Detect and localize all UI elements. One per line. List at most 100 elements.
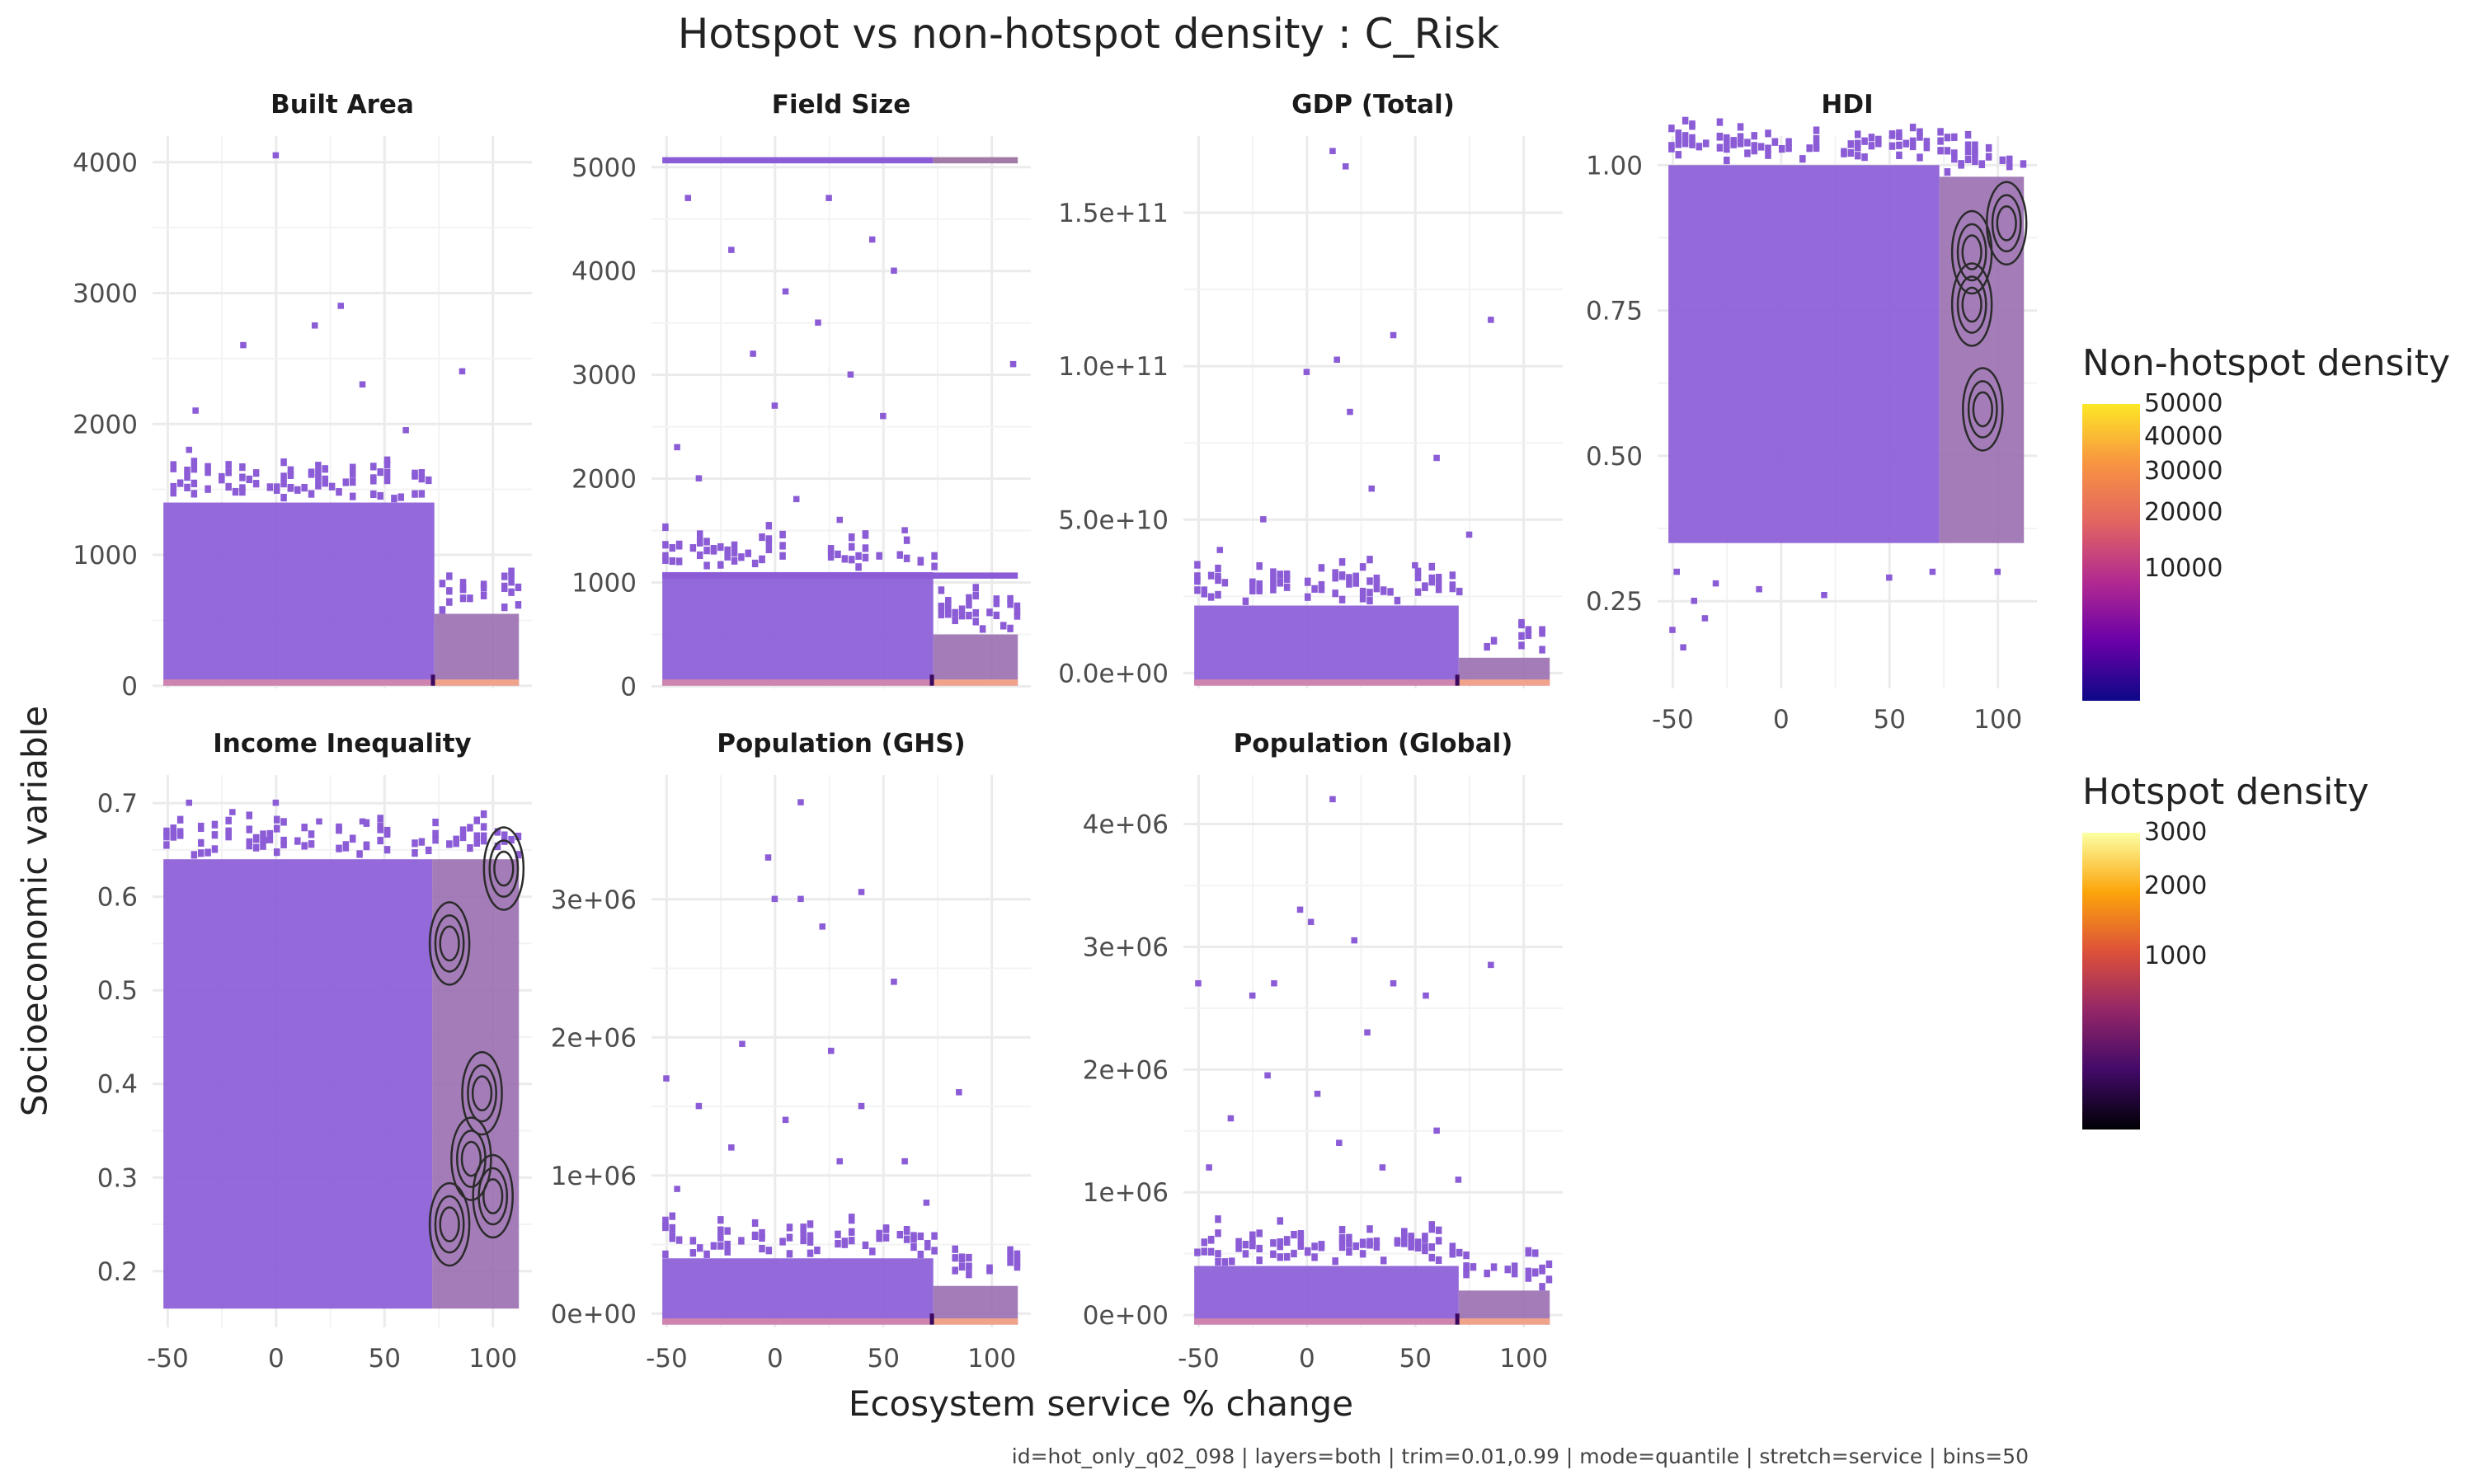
outlier-bin [836, 1158, 844, 1165]
density-bin [1896, 151, 1903, 159]
density-bin [862, 531, 869, 539]
density-bin [383, 477, 391, 485]
legend-nonhotspot-tick: 40000 [2144, 422, 2223, 451]
density-bin [412, 490, 418, 498]
density-bin [184, 483, 190, 491]
density-bin [1985, 153, 1992, 161]
density-bin [1270, 1239, 1277, 1247]
density-bin [176, 479, 184, 487]
hotspot-contour [477, 1167, 509, 1226]
density-bin [494, 842, 501, 851]
density-bin [1014, 1254, 1021, 1262]
density-bin [246, 838, 253, 847]
density-bin [1923, 143, 1931, 152]
density-bin [1539, 1283, 1545, 1291]
density-bin [1999, 156, 2006, 164]
density-bin [515, 583, 522, 592]
density-bin [1373, 578, 1380, 587]
outlier-bin [1433, 1127, 1440, 1134]
density-bin [1539, 627, 1545, 635]
density-bin [1428, 1221, 1436, 1229]
density-bin [1352, 572, 1360, 580]
density-bin [1716, 132, 1724, 141]
density-bin [1311, 1242, 1318, 1251]
density-bin [459, 585, 467, 594]
density-bin [1352, 579, 1360, 587]
density-bin [356, 850, 363, 858]
density-bin [917, 1250, 924, 1259]
density-bin [1338, 1226, 1346, 1234]
caption: id=hot_only_q02_098 | layers=both | trim… [1011, 1444, 2029, 1468]
outlier-bin [1264, 1072, 1271, 1079]
x-tick-label: -50 [147, 1344, 189, 1374]
density-bin [675, 540, 683, 548]
y-tick-label: 0.5 [97, 976, 138, 1006]
hotspot-contour [434, 1195, 465, 1254]
density-bin [1730, 137, 1737, 145]
outlier-bin [240, 341, 247, 349]
density-bin [1242, 1250, 1249, 1258]
density-bin [1716, 143, 1724, 152]
density-bin [280, 836, 287, 845]
y-tick-label: 0.6 [97, 883, 138, 913]
nonhotspot-density [1194, 605, 1459, 686]
density-bin [1511, 1262, 1518, 1270]
density-bin [696, 530, 703, 538]
density-bin [446, 587, 453, 595]
density-bin [501, 831, 508, 839]
density-bin [800, 1236, 807, 1245]
density-bin [703, 538, 710, 546]
density-bin [1414, 567, 1422, 575]
density-bin [1944, 147, 1951, 155]
density-bin [1346, 580, 1352, 588]
density-bin [1868, 142, 1875, 150]
facet-panel: Field Size 0 1000 2000 3000 4000 5000 [571, 90, 1031, 702]
density-bin [848, 542, 855, 551]
outlier-bin [1994, 568, 2001, 575]
outlier-bin [1307, 918, 1315, 926]
density-bin [786, 1223, 793, 1232]
hotspot-contour [461, 1050, 503, 1136]
density-bin [294, 486, 301, 494]
density-bin [1249, 586, 1256, 594]
y-tick-label: 1000 [571, 569, 637, 599]
hotspot-contour [434, 914, 465, 973]
facet-title: Population (GHS) [717, 729, 965, 758]
density-bin [1909, 137, 1917, 145]
density-bin [710, 545, 717, 553]
outlier-bin [1347, 408, 1353, 416]
density-bin [1332, 589, 1338, 598]
density-bin [1007, 1258, 1014, 1266]
outlier-bin [459, 368, 466, 375]
density-bin [1875, 139, 1882, 148]
density-bin [1917, 153, 1923, 162]
density-bin [724, 552, 731, 561]
density-bin [1401, 1239, 1408, 1247]
outlier-bin [1390, 979, 1397, 987]
density-bin [1304, 593, 1311, 601]
density-bin [1249, 1231, 1256, 1239]
density-bin [1215, 572, 1221, 580]
facet-title: Population (Global) [1234, 729, 1513, 758]
density-bin [669, 543, 676, 552]
outlier-bin [1669, 627, 1676, 633]
density-bin [1456, 1248, 1463, 1257]
outlier-bin [956, 1089, 962, 1096]
outlier-bin [764, 854, 772, 861]
density-bin [931, 1232, 938, 1240]
outlier-bin [311, 322, 318, 329]
density-bin [1806, 144, 1813, 153]
outlier-bin [1465, 531, 1473, 538]
density-bin [473, 832, 481, 840]
density-bin [1428, 1253, 1436, 1262]
density-bin [972, 591, 980, 600]
density-bin [308, 470, 315, 478]
density-bin [1525, 631, 1532, 639]
y-tick-label: 3e+06 [551, 885, 637, 915]
y-tick-label: 0 [620, 672, 637, 702]
hotspot-peak-bin [1455, 674, 1460, 686]
density-bin [1765, 129, 1771, 138]
density-bin [966, 594, 972, 602]
density-bin [246, 811, 253, 819]
